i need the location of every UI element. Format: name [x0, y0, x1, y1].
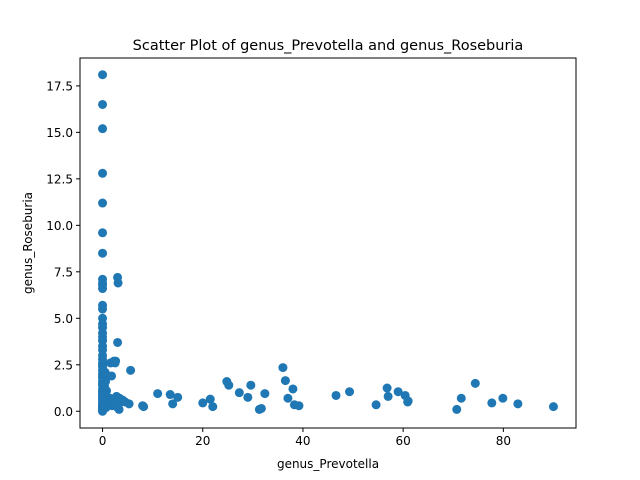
data-point [98, 228, 108, 238]
data-point [139, 402, 149, 412]
data-point [198, 398, 208, 408]
y-tick-label: 7.5 [54, 265, 73, 279]
data-point [260, 389, 270, 399]
y-tick-label: 15.0 [46, 126, 73, 140]
data-point [98, 248, 108, 258]
x-axis-ticks: 0 20 40 60 80 [99, 428, 511, 448]
data-point [110, 358, 120, 368]
data-point [173, 392, 183, 402]
x-tick-label: 20 [195, 434, 210, 448]
data-point [470, 378, 480, 388]
data-point [383, 391, 393, 401]
data-point [283, 393, 293, 403]
data-point [452, 404, 462, 414]
data-point [98, 304, 108, 314]
x-tick-label: 60 [396, 434, 411, 448]
y-tick-label: 10.0 [46, 219, 73, 233]
y-tick-label: 12.5 [46, 172, 73, 186]
data-point [403, 396, 413, 406]
data-point [153, 389, 163, 399]
data-point [113, 337, 123, 347]
y-tick-label: 0.0 [54, 405, 73, 419]
y-axis-label: genus_Roseburia [21, 192, 35, 294]
data-point [208, 402, 218, 412]
data-point [246, 380, 256, 390]
data-point [382, 383, 392, 393]
data-point [487, 398, 497, 408]
data-point [98, 198, 108, 208]
plot-frame [79, 57, 577, 429]
y-tick-label: 5.0 [54, 312, 73, 326]
data-point [98, 70, 108, 80]
data-point [126, 365, 136, 375]
data-point [234, 388, 244, 398]
x-tick-label: 0 [99, 434, 107, 448]
points-layer [98, 70, 558, 416]
data-point [243, 392, 253, 402]
data-point [168, 399, 178, 409]
data-point [331, 390, 341, 400]
data-point [98, 99, 108, 109]
data-point [393, 387, 403, 397]
data-point [278, 363, 288, 373]
x-tick-label: 40 [295, 434, 310, 448]
y-axis-ticks: 0.0 2.5 5.0 7.5 10.0 12.5 15.0 17.5 [46, 79, 80, 419]
data-point [100, 367, 110, 377]
data-point [107, 371, 117, 381]
data-point [98, 284, 108, 294]
data-point [548, 402, 558, 412]
y-tick-label: 17.5 [46, 79, 73, 93]
y-tick-label: 2.5 [54, 358, 73, 372]
data-point [345, 387, 355, 397]
data-point [165, 390, 175, 400]
data-point [98, 124, 108, 134]
data-point [371, 400, 381, 410]
data-point [98, 168, 108, 178]
data-point [113, 278, 123, 288]
x-axis-label: genus_Prevotella [277, 457, 379, 471]
data-point [224, 380, 234, 390]
data-point [294, 401, 304, 411]
data-point [456, 393, 466, 403]
data-point [498, 393, 508, 403]
data-point [288, 384, 298, 394]
chart-title: Scatter Plot of genus_Prevotella and gen… [133, 38, 524, 54]
data-point [205, 394, 215, 404]
data-point [124, 399, 134, 409]
data-point [256, 403, 266, 413]
x-tick-label: 80 [496, 434, 511, 448]
data-point [513, 399, 523, 409]
data-point [280, 376, 290, 386]
